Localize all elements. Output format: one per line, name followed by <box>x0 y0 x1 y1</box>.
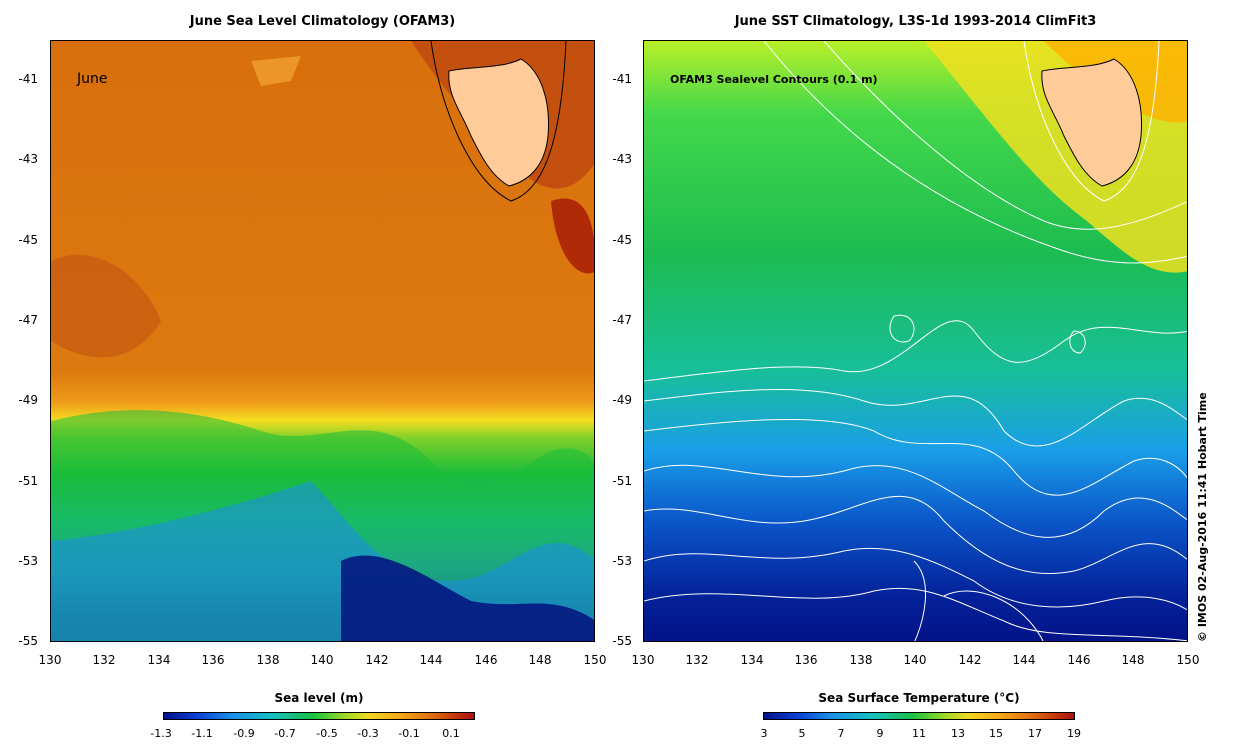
lon-tick: 130 <box>631 653 655 667</box>
colorbar-tick: 5 <box>798 727 806 740</box>
lat-tick: -53 <box>18 554 38 568</box>
colorbar-tick: -0.5 <box>316 727 338 740</box>
lat-tick: -51 <box>612 474 632 488</box>
lon-tick: 146 <box>1067 653 1091 667</box>
colorbar-tick: -0.1 <box>398 727 420 740</box>
colorbar-tick: -1.3 <box>150 727 172 740</box>
imos-credit: © IMOS 02-Aug-2016 11:41 Hobart Time <box>1196 392 1209 642</box>
lon-tick: 150 <box>1176 653 1200 667</box>
sea-level-map[interactable]: June <box>50 40 595 642</box>
lon-tick: 144 <box>1012 653 1036 667</box>
sst-colorbar-title: Sea Surface Temperature (°C) <box>818 691 1020 705</box>
lon-tick: 134 <box>147 653 171 667</box>
lat-tick: -45 <box>612 233 632 247</box>
lon-tick: 132 <box>92 653 116 667</box>
lon-tick: 142 <box>958 653 982 667</box>
lat-tick: -41 <box>18 72 38 86</box>
lat-tick: -47 <box>18 313 38 327</box>
sea-level-field <box>51 41 594 641</box>
colorbar-tick: -0.9 <box>233 727 255 740</box>
lon-tick: 136 <box>201 653 225 667</box>
lat-tick: -41 <box>612 72 632 86</box>
lat-tick: -49 <box>18 393 38 407</box>
colorbar-tick: 19 <box>1067 727 1081 740</box>
colorbar-tick: 17 <box>1028 727 1042 740</box>
lat-tick: -49 <box>612 393 632 407</box>
sea-level-colorbar <box>163 712 475 720</box>
lon-tick: 138 <box>256 653 280 667</box>
colorbar-tick: 11 <box>912 727 926 740</box>
sst-field <box>644 41 1187 641</box>
lon-tick: 140 <box>310 653 334 667</box>
contour-label: OFAM3 Sealevel Contours (0.1 m) <box>670 73 878 86</box>
lon-tick: 130 <box>38 653 62 667</box>
lon-tick: 132 <box>685 653 709 667</box>
colorbar-tick: 0.1 <box>442 727 460 740</box>
lon-tick: 146 <box>474 653 498 667</box>
colorbar-tick: 9 <box>876 727 884 740</box>
lon-tick: 138 <box>849 653 873 667</box>
colorbar-tick: 13 <box>951 727 965 740</box>
lon-tick: 148 <box>528 653 552 667</box>
lon-tick: 134 <box>740 653 764 667</box>
lon-tick: 148 <box>1121 653 1145 667</box>
sst-map[interactable]: OFAM3 Sealevel Contours (0.1 m) <box>643 40 1188 642</box>
colorbar-tick: -0.7 <box>274 727 296 740</box>
lon-tick: 140 <box>903 653 927 667</box>
lat-tick: -55 <box>18 634 38 648</box>
month-label: June <box>77 71 108 87</box>
lon-tick: 144 <box>419 653 443 667</box>
colorbar-tick: -1.1 <box>191 727 213 740</box>
lat-tick: -53 <box>612 554 632 568</box>
sst-colorbar <box>763 712 1075 720</box>
colorbar-tick: 7 <box>837 727 845 740</box>
left-panel-title: June Sea Level Climatology (OFAM3) <box>189 14 456 29</box>
lon-tick: 150 <box>583 653 607 667</box>
lat-tick: -43 <box>612 152 632 166</box>
colorbar-tick: 15 <box>989 727 1003 740</box>
lat-tick: -45 <box>18 233 38 247</box>
lon-tick: 136 <box>794 653 818 667</box>
lat-tick: -47 <box>612 313 632 327</box>
sea-level-colorbar-title: Sea level (m) <box>274 691 364 705</box>
lat-tick: -55 <box>612 634 632 648</box>
colorbar-tick: 3 <box>760 727 768 740</box>
right-panel-title: June SST Climatology, L3S-1d 1993-2014 C… <box>734 14 1097 29</box>
lat-tick: -51 <box>18 474 38 488</box>
colorbar-tick: -0.3 <box>357 727 379 740</box>
lon-tick: 142 <box>365 653 389 667</box>
lat-tick: -43 <box>18 152 38 166</box>
